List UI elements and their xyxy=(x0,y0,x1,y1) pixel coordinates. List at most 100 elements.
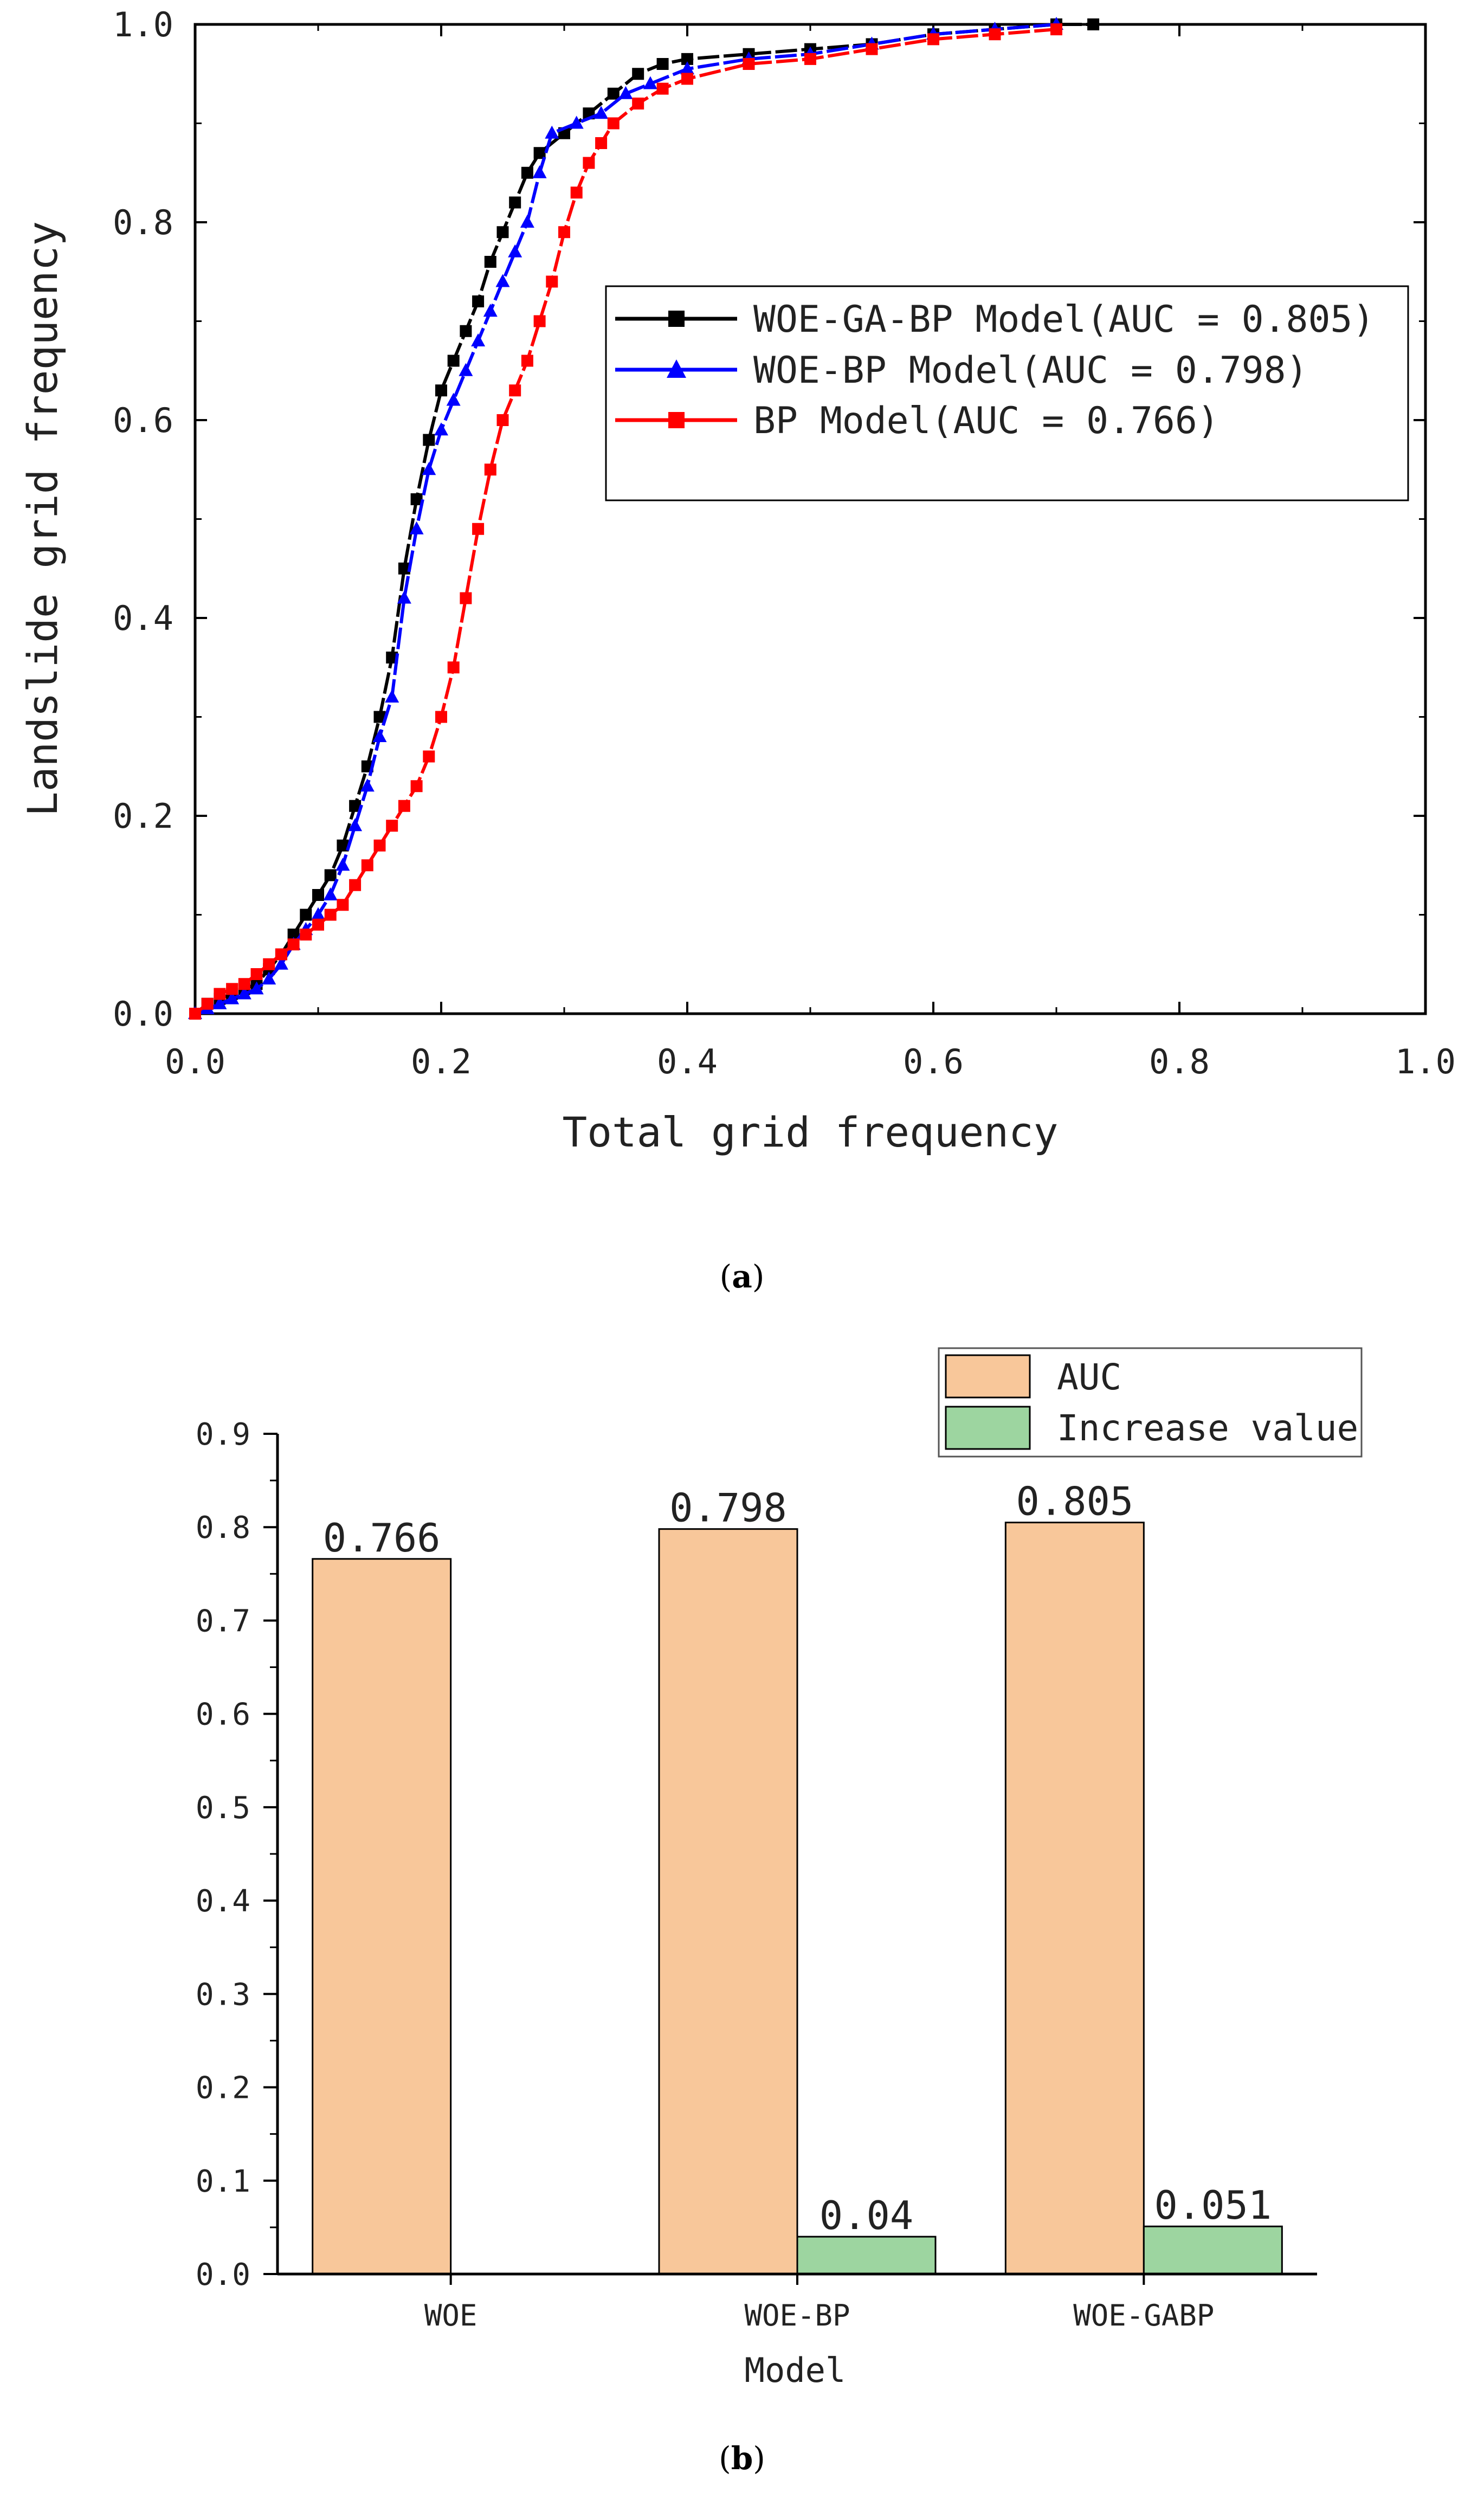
data-point-bp-model xyxy=(656,82,669,95)
data-point-bp-model xyxy=(460,592,472,604)
legend-entry-woe-ga-bp: WOE-GA-BP Model(AUC = 0.805) xyxy=(615,298,1375,341)
data-point-woe-bp-model xyxy=(249,981,264,995)
data-point-bp-model xyxy=(804,53,816,65)
bar-value-label: 0.798 xyxy=(669,1485,787,1531)
data-point-bp-model xyxy=(214,988,226,1000)
data-point-bp-model xyxy=(386,820,398,832)
data-point-woe-bp-model xyxy=(348,818,363,832)
data-point-bp-model xyxy=(201,997,214,1010)
data-point-bp-model xyxy=(866,43,878,55)
bar-value-label: 0.766 xyxy=(323,1515,441,1561)
data-point-bp-model xyxy=(989,28,1001,41)
y-tick-label: 0.9 xyxy=(196,1417,250,1452)
chart-a: 0.0 0.2 0.4 0.6 0.8 1.0 0.0 0.2 0.4 0.6 0.8 1.0 Tot… xyxy=(18,5,1456,1156)
y-tick-label: 0.2 xyxy=(113,796,173,836)
chart-a-axis-ticks: 0.0 0.2 0.4 0.6 0.8 1.0 0.0 0.2 0.4 0.6 0.8 1.0 xyxy=(113,5,1456,1081)
data-point-bp-model xyxy=(275,948,287,961)
data-point-bp-model xyxy=(410,780,423,793)
chart-b: 0.766 0.798 0.04 0.805 0.051 WOE WOE-BP WOE-GA… xyxy=(196,1347,1363,2390)
y-tick-label: 0.1 xyxy=(196,2164,250,2199)
data-point-woe-ga-bp-model xyxy=(410,493,423,505)
data-point-woe-bp-model xyxy=(618,86,633,99)
data-point-woe-ga-bp-model xyxy=(460,325,472,337)
caption-a-letter: a xyxy=(732,1258,752,1295)
legend-marker-bp xyxy=(668,412,685,428)
data-point-woe-bp-model xyxy=(422,462,436,475)
series-bp-model xyxy=(189,23,1062,1020)
data-point-woe-bp-model xyxy=(335,858,350,871)
data-point-woe-ga-bp-model xyxy=(373,711,386,723)
data-point-bp-model xyxy=(189,1008,201,1020)
caption-b-close: ) xyxy=(753,2440,765,2477)
x-tick-label: 1.0 xyxy=(1395,1042,1456,1081)
data-point-woe-bp-model xyxy=(323,887,338,900)
caption-b: (b) xyxy=(719,2440,765,2477)
legend-swatch-auc xyxy=(945,1354,1031,1399)
bar-auc-woe xyxy=(312,1558,452,2275)
caption-a-open: ( xyxy=(720,1258,732,1295)
data-point-woe-bp-model xyxy=(397,590,411,604)
legend-label-increase: Increase value xyxy=(1057,1407,1358,1449)
legend-marker-woe-ga-bp xyxy=(668,311,685,327)
data-point-bp-model xyxy=(558,226,570,239)
y-tick-label: 0.6 xyxy=(196,1697,250,1732)
y-tick-label: 0.0 xyxy=(113,994,173,1034)
caption-a: (a) xyxy=(720,1258,765,1295)
data-point-woe-ga-bp-model xyxy=(398,562,410,575)
data-point-woe-bp-model xyxy=(643,76,657,89)
data-point-woe-bp-model xyxy=(262,971,276,985)
data-point-woe-bp-model xyxy=(225,991,240,1004)
y-tick-label: 0.4 xyxy=(196,1884,250,1919)
data-point-bp-model xyxy=(496,414,509,426)
data-point-bp-model xyxy=(743,58,755,70)
data-point-bp-model xyxy=(570,186,583,199)
data-point-woe-bp-model xyxy=(409,521,424,534)
data-point-woe-ga-bp-model xyxy=(337,839,349,852)
data-point-bp-model xyxy=(300,929,312,941)
data-point-bp-model xyxy=(361,859,373,872)
data-point-woe-ga-bp-model xyxy=(349,800,362,812)
data-point-woe-bp-model xyxy=(495,274,510,287)
legend-label-auc: AUC xyxy=(1057,1356,1121,1398)
data-point-woe-bp-model xyxy=(594,106,609,119)
y-tick-label: 0.6 xyxy=(113,401,173,440)
bar-auc-woe-bp xyxy=(658,1528,798,2275)
data-point-woe-bp-model xyxy=(360,778,375,792)
y-tick-label: 0.0 xyxy=(196,2257,250,2292)
legend-marker-woe-bp xyxy=(667,359,686,378)
bar-auc-woe-gabp xyxy=(1004,1522,1145,2275)
data-point-bp-model xyxy=(546,275,558,288)
data-point-bp-model xyxy=(435,711,447,723)
x-category-label: WOE-GABP xyxy=(1073,2298,1214,2333)
data-point-woe-ga-bp-model xyxy=(1087,18,1100,30)
chart-b-legend: AUC Increase value xyxy=(938,1347,1363,1458)
data-point-bp-model xyxy=(583,157,595,169)
data-point-bp-model xyxy=(607,117,620,130)
x-tick-label: 0.2 xyxy=(411,1042,472,1081)
bar-value-label: 0.04 xyxy=(820,2193,913,2238)
chart-b-x-axis-label: Model xyxy=(745,2350,846,2390)
x-tick-label: 0.0 xyxy=(165,1042,225,1081)
bar-value-label: 0.805 xyxy=(1016,1479,1133,1524)
data-point-woe-ga-bp-model xyxy=(656,58,669,70)
data-point-woe-ga-bp-model xyxy=(521,166,533,179)
data-point-woe-bp-model xyxy=(508,244,522,257)
data-point-woe-bp-model xyxy=(311,907,325,920)
chart-a-plot-frame xyxy=(193,23,1427,1015)
legend-entry-woe-bp: WOE-BP Model(AUC = 0.798) xyxy=(615,349,1308,392)
data-point-woe-ga-bp-model xyxy=(496,226,509,239)
data-point-bp-model xyxy=(521,355,533,367)
data-point-woe-bp-model xyxy=(372,729,387,742)
data-point-woe-ga-bp-model xyxy=(324,869,337,881)
data-point-woe-bp-model xyxy=(459,363,473,376)
data-point-woe-bp-model xyxy=(212,996,227,1009)
data-point-bp-model xyxy=(373,839,386,852)
series-line-woe-bp-model xyxy=(194,23,1057,1015)
legend-label-woe-bp: WOE-BP Model(AUC = 0.798) xyxy=(753,349,1308,392)
caption-a-close: ) xyxy=(752,1258,765,1295)
x-tick-label: 0.4 xyxy=(657,1042,718,1081)
legend-label-woe-ga-bp: WOE-GA-BP Model(AUC = 0.805) xyxy=(753,298,1375,341)
data-point-woe-bp-model xyxy=(680,61,694,75)
data-point-bp-model xyxy=(226,983,238,995)
